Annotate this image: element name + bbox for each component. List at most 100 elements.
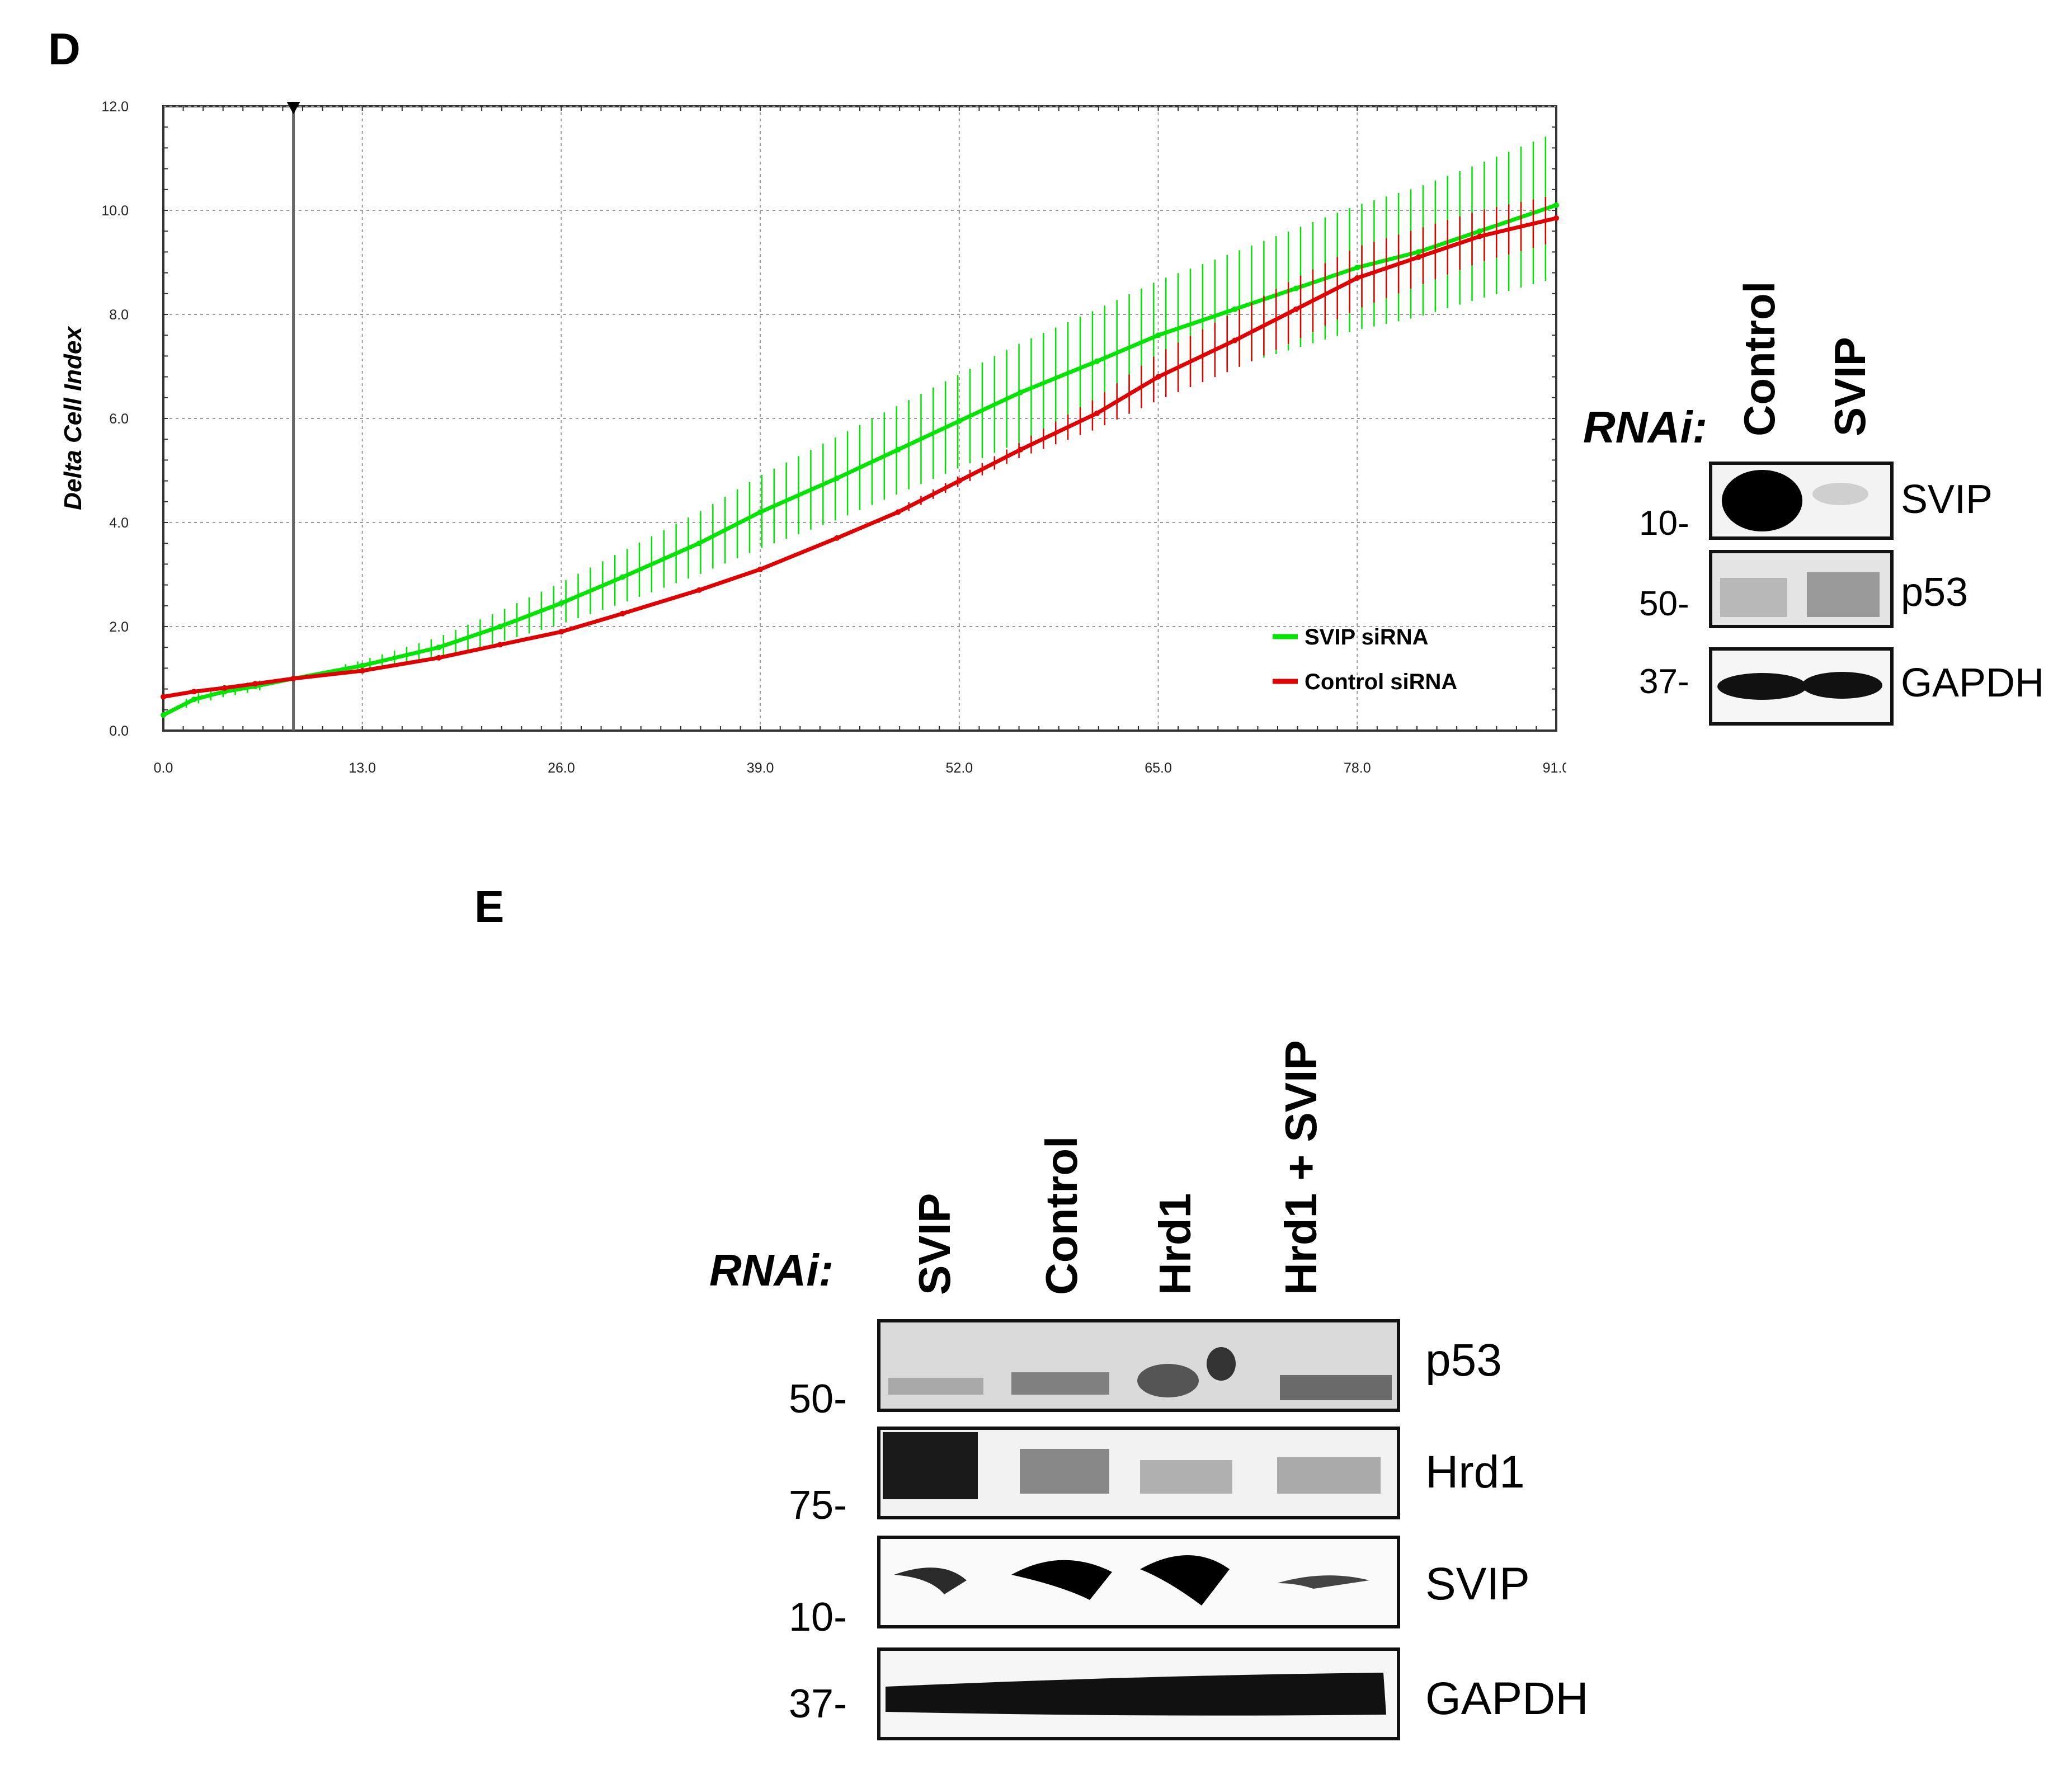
y-tick-label: 2.0	[109, 619, 129, 635]
blot-e-hrd1-band	[877, 1427, 1400, 1519]
blot-e-lane-control: Control	[1037, 1136, 1086, 1295]
x-tick-label: 91.0	[1543, 760, 1566, 776]
blot-d-p53-band	[1709, 550, 1894, 628]
data-point	[696, 587, 702, 593]
data-point	[1018, 446, 1024, 453]
data-point	[1477, 233, 1483, 239]
blot-d-lane-svip: SVIP	[1825, 337, 1875, 436]
panel-label-d: D	[48, 24, 81, 74]
blot-e-mw-hrd1: 75-	[789, 1483, 847, 1528]
data-point	[436, 655, 442, 661]
x-tick-label: 0.0	[154, 760, 173, 776]
data-point	[895, 509, 901, 515]
y-tick-label: 12.0	[101, 99, 129, 115]
blot-e-label-svip: SVIP	[1425, 1559, 1530, 1609]
blot-e-label-hrd1: Hrd1	[1425, 1447, 1525, 1498]
data-point	[1018, 389, 1024, 396]
y-tick-label: 8.0	[109, 307, 129, 323]
blot-d-lane-control: Control	[1735, 281, 1784, 436]
series-line	[163, 216, 1557, 699]
data-point	[161, 712, 166, 718]
data-point	[290, 676, 296, 681]
x-tick-label: 52.0	[946, 760, 973, 776]
data-point	[1232, 306, 1238, 312]
data-point	[359, 662, 365, 669]
data-point	[191, 696, 197, 703]
data-series	[161, 102, 1559, 731]
data-point	[222, 685, 228, 691]
y-tick-label: 6.0	[109, 411, 129, 427]
data-point	[558, 629, 564, 635]
data-point	[1415, 249, 1421, 255]
y-tick-label: 10.0	[101, 203, 129, 219]
x-tick-label: 39.0	[747, 760, 774, 776]
data-point	[696, 540, 702, 547]
blot-d-mw-svip: 10-	[1639, 504, 1689, 543]
time-marker-arrow	[286, 102, 300, 114]
data-point	[1477, 228, 1483, 234]
y-tick-label: 0.0	[109, 723, 129, 739]
legend-label-svip: SVIP siRNA	[1305, 625, 1429, 649]
data-point	[161, 694, 166, 700]
x-tick-label: 65.0	[1145, 760, 1172, 776]
x-tick-label: 78.0	[1344, 760, 1371, 776]
data-point	[1094, 358, 1100, 364]
data-point	[497, 642, 503, 648]
blot-d-rnai-label: RNAi:	[1583, 402, 1708, 452]
y-axis-label: Delta Cell Index	[59, 326, 87, 510]
data-point	[833, 535, 840, 541]
data-point	[1232, 337, 1238, 343]
blot-d-label-svip: SVIP	[1901, 477, 1993, 522]
data-point	[1354, 275, 1360, 281]
cell-index-chart: 0.0 13.0 26.0 39.0 52.0 65.0 78.0 91.0 0.0 2.0 4.0…	[59, 99, 1566, 776]
x-tick-label: 13.0	[349, 760, 376, 776]
blot-d-svip-band	[1709, 462, 1894, 540]
data-point	[1553, 202, 1559, 208]
data-point	[252, 681, 258, 687]
data-point	[757, 509, 764, 515]
blot-e-mw-gapdh: 37-	[789, 1682, 847, 1726]
blot-e-lane-svip: SVIP	[910, 1193, 959, 1295]
blot-d-label-gapdh: GAPDH	[1901, 661, 2045, 705]
x-tick-label: 26.0	[548, 760, 575, 776]
data-point	[833, 475, 840, 481]
axis-ticks: 0.0 13.0 26.0 39.0 52.0 65.0 78.0 91.0 0.0 2.0 4.0…	[101, 99, 1566, 776]
blot-d-mw-p53: 50-	[1639, 585, 1689, 623]
data-point	[359, 668, 365, 674]
blot-e-gapdh-band	[877, 1647, 1400, 1740]
data-point	[895, 446, 901, 453]
data-point	[1155, 374, 1161, 380]
data-point	[191, 689, 197, 695]
y-tick-label: 4.0	[109, 515, 129, 531]
data-point	[1293, 285, 1299, 291]
data-point	[956, 478, 962, 484]
blot-e-label-p53: p53	[1425, 1335, 1502, 1386]
data-point	[1553, 215, 1559, 221]
panel-label-e: E	[474, 882, 505, 931]
blot-e-label-gapdh: GAPDH	[1425, 1673, 1589, 1724]
data-point	[956, 418, 962, 424]
series-control-sirna	[161, 197, 1559, 700]
blot-e-p53-band	[877, 1319, 1400, 1412]
data-point	[558, 600, 564, 606]
blot-d-label-p53: p53	[1901, 570, 1969, 615]
data-point	[1155, 332, 1161, 338]
blot-d-gapdh-band	[1709, 647, 1894, 726]
data-point	[619, 610, 625, 616]
blot-e-lane-hrd1-svip: Hrd1 + SVIP	[1276, 1040, 1326, 1295]
data-point	[619, 574, 625, 580]
data-point	[1094, 410, 1100, 416]
blot-e-svip-band	[877, 1536, 1400, 1628]
data-point	[1354, 265, 1360, 271]
blot-e-rnai-label: RNAi:	[709, 1245, 834, 1295]
data-point	[757, 566, 764, 572]
blot-d-mw-gapdh: 37-	[1639, 662, 1689, 701]
blot-e-mw-p53: 50-	[789, 1377, 847, 1421]
data-point	[436, 644, 442, 651]
data-point	[1415, 254, 1421, 260]
legend-label-control: Control siRNA	[1305, 670, 1457, 694]
data-point	[1293, 306, 1299, 312]
blot-e-lane-hrd1: Hrd1	[1150, 1193, 1200, 1295]
blot-e-mw-svip: 10-	[789, 1595, 847, 1640]
data-point	[497, 624, 503, 629]
